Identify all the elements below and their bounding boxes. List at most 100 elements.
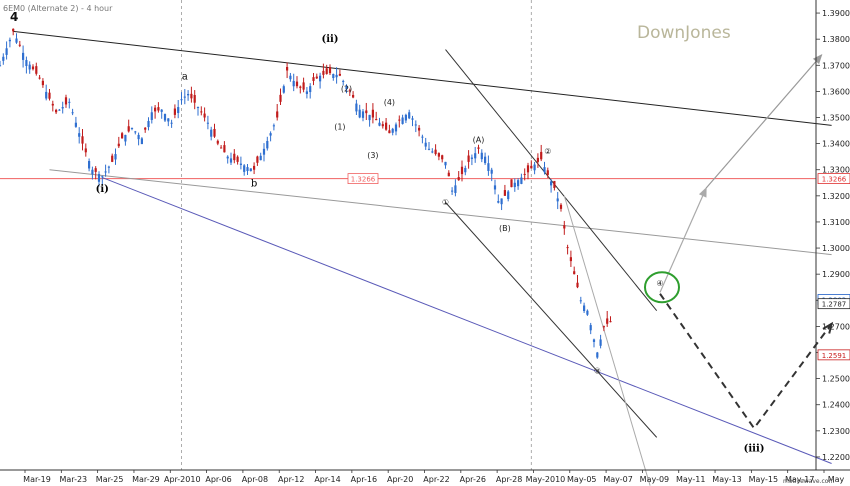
candle-body	[233, 153, 236, 161]
candle-body	[243, 165, 246, 172]
candle-body	[200, 111, 203, 113]
candle-body	[289, 75, 292, 80]
x-tick-label: Apr-28	[496, 475, 522, 484]
candle-body	[378, 122, 381, 126]
candle-body	[434, 149, 437, 155]
candle-body	[213, 128, 216, 137]
candle-body	[239, 163, 242, 165]
candle-body	[88, 161, 91, 169]
x-tick-label: May-09	[640, 475, 669, 484]
candle-body	[328, 67, 332, 74]
candle-body	[543, 167, 546, 173]
candle-body	[559, 204, 563, 209]
wave-label: ④	[656, 279, 663, 288]
wave-label: (4)	[384, 98, 395, 107]
candle-body	[183, 96, 186, 98]
candle-body	[196, 107, 200, 109]
candle-body	[381, 124, 384, 127]
candle-body	[464, 167, 467, 173]
candle-body	[262, 148, 266, 155]
x-tick-label: May-05	[567, 475, 596, 484]
x-tick-label: May-15	[749, 475, 778, 484]
candle-body	[111, 155, 114, 162]
x-tick-label: Apr-16	[351, 475, 377, 484]
candle-body	[454, 185, 457, 193]
candle-body	[500, 198, 503, 205]
price-tag-box	[817, 173, 850, 185]
price-tag-box	[817, 298, 850, 310]
y-tick-label: 1.3200	[822, 192, 850, 201]
candle-body	[81, 136, 84, 144]
candle-body	[154, 107, 157, 112]
candle-body	[170, 122, 173, 124]
candle-body	[114, 154, 117, 160]
candle-body	[210, 129, 213, 137]
wave-label: (1)	[334, 122, 345, 131]
trendline-grey-steep	[563, 195, 651, 486]
candle-body	[484, 156, 487, 164]
candle-body	[319, 75, 322, 82]
candle-body	[467, 155, 470, 162]
candle-body	[259, 155, 262, 161]
candle-body	[223, 145, 226, 153]
candle-body	[520, 177, 523, 184]
candles-layer	[0, 28, 612, 359]
y-tick-label: 1.3100	[822, 218, 850, 227]
candle-body	[157, 107, 160, 111]
candle-body	[493, 185, 497, 190]
candle-body	[510, 179, 513, 188]
candle-body	[286, 66, 289, 71]
candle-body	[586, 310, 589, 315]
wave-label-layer: (i) (ii) (iii) a b (1) (2) (3) (4) (A) (B) ① ② ③ ④	[96, 34, 765, 455]
level-label: 1.3266	[351, 176, 376, 184]
x-tick-label: Apr-12	[278, 475, 304, 484]
candle-body	[342, 80, 345, 82]
y-tick-label: 1.2300	[822, 427, 850, 436]
candle-body	[305, 91, 308, 94]
candle-body	[441, 155, 444, 160]
level-label-box	[347, 173, 379, 185]
candle-body	[253, 165, 256, 170]
candle-body	[315, 76, 318, 79]
candle-body	[220, 147, 223, 149]
x-tick-label: May	[828, 475, 845, 484]
y-tick-label: 1.3900	[822, 9, 850, 18]
candle-body	[526, 165, 530, 173]
candle-body	[385, 122, 388, 130]
candle-body	[550, 181, 553, 186]
price-tag-label: 1.2591	[822, 352, 847, 360]
watermark: DownJones	[637, 23, 731, 43]
wave-label: (iii)	[744, 444, 765, 455]
candle-body	[398, 119, 401, 121]
x-tick-label: Apr-22	[423, 475, 449, 484]
candle-body	[68, 101, 71, 103]
candle-body	[269, 133, 272, 136]
candle-body	[124, 134, 127, 142]
projection-projected-path	[659, 293, 833, 430]
wave-label: (B)	[499, 224, 511, 233]
candle-body	[203, 113, 206, 118]
wave-label: a	[182, 72, 188, 83]
x-tick-label: May-13	[712, 475, 741, 484]
candle-body	[408, 112, 411, 119]
candle-body	[583, 305, 586, 312]
candle-body	[249, 168, 252, 172]
candle-body	[513, 182, 516, 188]
candle-body	[602, 326, 605, 328]
x-tick-label: May-17	[785, 475, 814, 484]
candle-body	[134, 131, 137, 133]
candle-body	[292, 80, 295, 87]
candle-body	[160, 109, 163, 112]
candle-body	[104, 171, 107, 173]
candle-body	[309, 86, 312, 93]
candle-body	[322, 70, 325, 75]
candle-body	[64, 97, 68, 105]
projection-arrowhead	[698, 187, 707, 198]
candle-body	[530, 165, 533, 169]
candle-body	[569, 257, 572, 262]
candle-body	[190, 93, 193, 99]
candle-body	[391, 128, 394, 133]
chart-title: 6EM0 (Alternate 2) - 4 hour	[3, 4, 113, 13]
y-tick-label: 1.2500	[822, 375, 850, 384]
